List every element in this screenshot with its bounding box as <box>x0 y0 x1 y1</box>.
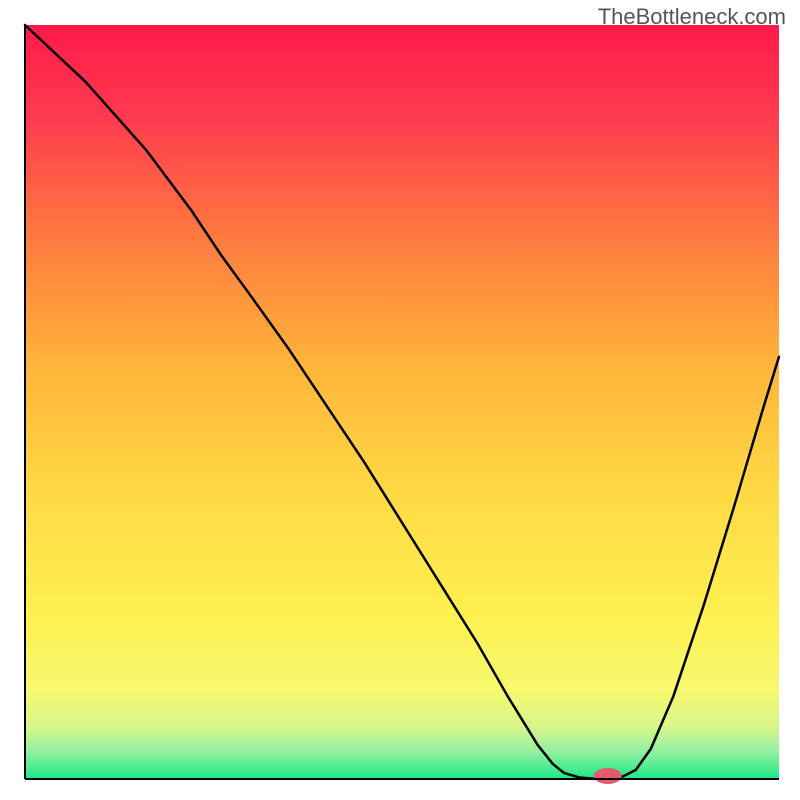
watermark-label: TheBottleneck.com <box>598 4 786 30</box>
plot-background <box>25 25 779 779</box>
optimal-point-marker <box>594 768 622 784</box>
chart-svg <box>0 0 800 800</box>
bottleneck-chart <box>0 0 800 800</box>
